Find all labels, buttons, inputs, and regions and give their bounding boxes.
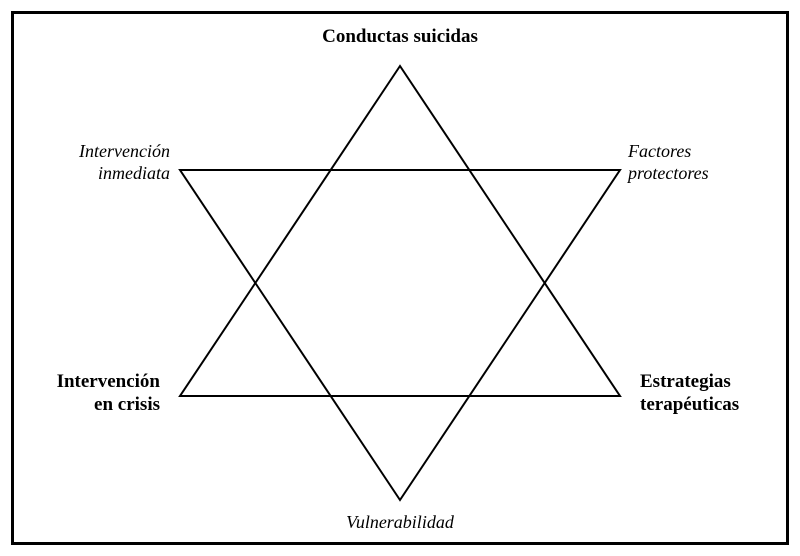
label-lower-right-1: Estrategias — [640, 371, 731, 394]
label-lower-left-1: Intervención — [0, 371, 160, 394]
triangle-down — [180, 170, 620, 500]
label-upper-right-2: protectores — [628, 163, 709, 185]
label-upper-left-1: Intervención — [0, 141, 170, 163]
star-diagram — [0, 0, 800, 556]
label-lower-left-2: en crisis — [0, 394, 160, 417]
label-top: Conductas suicidas — [0, 26, 800, 49]
label-lower-right-2: terapéuticas — [640, 394, 739, 417]
label-bottom: Vulnerabilidad — [0, 512, 800, 534]
label-upper-right-1: Factores — [628, 141, 691, 163]
triangle-up — [180, 66, 620, 396]
label-upper-left-2: inmediata — [0, 163, 170, 185]
